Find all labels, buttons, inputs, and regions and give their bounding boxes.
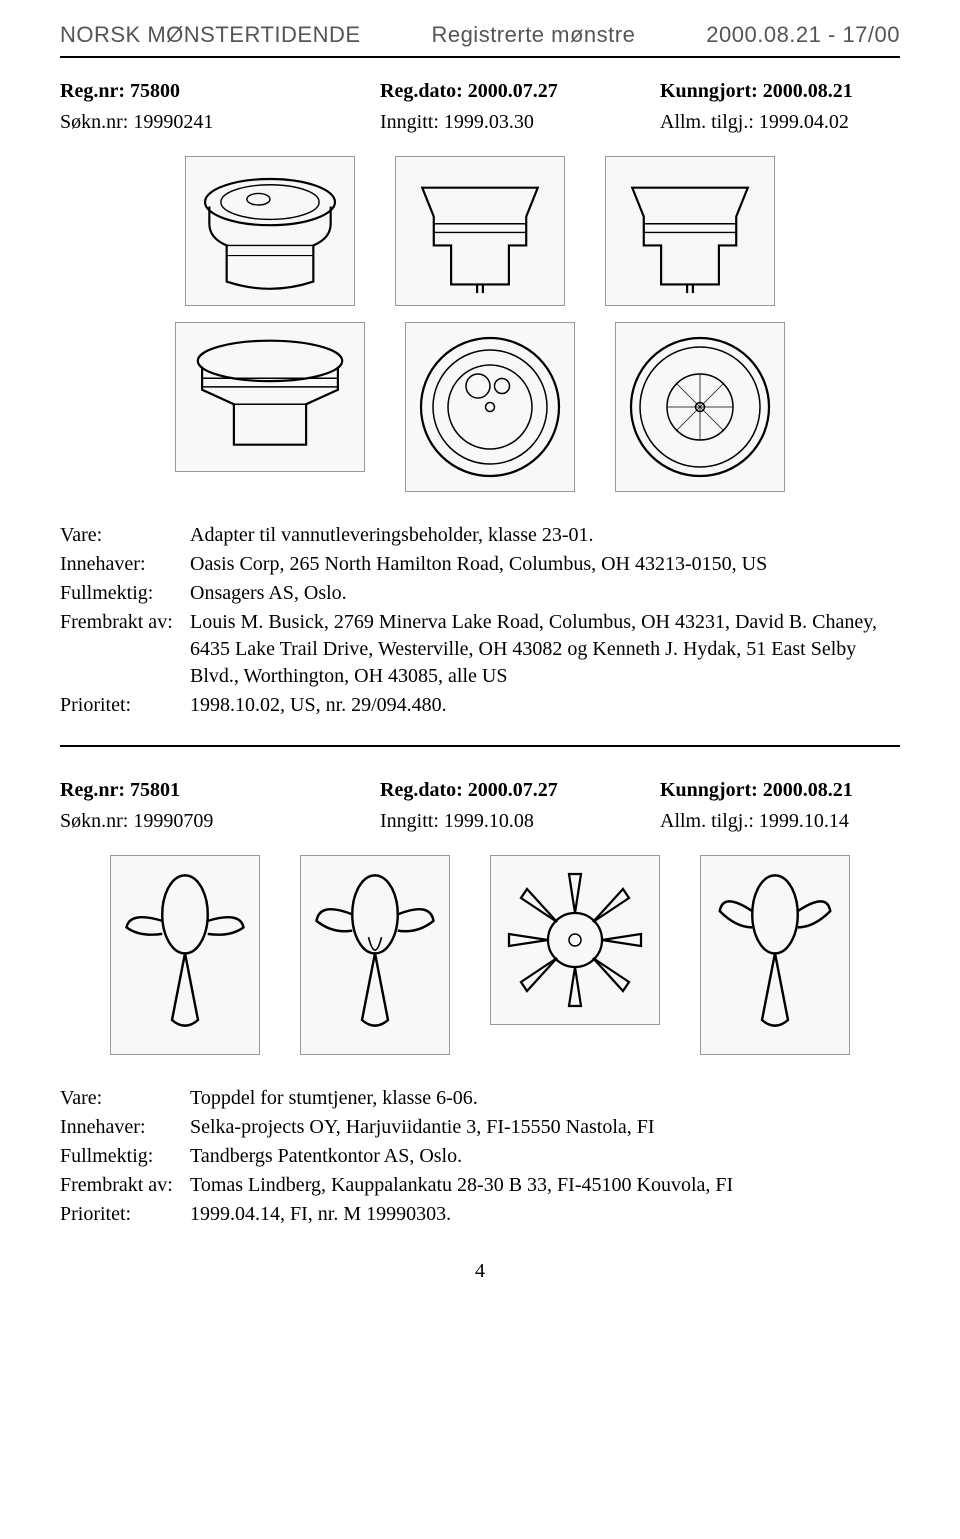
entry-75801: Reg.nr: 75801 Reg.dato: 2000.07.27 Kunng…	[60, 777, 900, 1228]
info-row: Fullmektig: Onsagers AS, Oslo.	[60, 580, 900, 607]
info-label: Fullmektig:	[60, 1143, 190, 1170]
info-row: Frembrakt av: Louis M. Busick, 2769 Mine…	[60, 609, 900, 690]
info-row: Vare: Adapter til vannutleveringsbeholde…	[60, 522, 900, 549]
figure-adapter-perspective	[185, 156, 355, 306]
info-label: Prioritet:	[60, 692, 190, 719]
figure-adapter-perspective-2	[175, 322, 365, 472]
header-center: Registrerte mønstre	[431, 20, 635, 50]
info-row: Innehaver: Oasis Corp, 265 North Hamilto…	[60, 551, 900, 578]
allm: Allm. tilgj.: 1999.10.14	[620, 808, 900, 835]
info-value: Tomas Lindberg, Kauppalankatu 28-30 B 33…	[190, 1172, 900, 1199]
figure-row	[110, 855, 850, 1055]
reg-dato: Reg.dato: 2000.07.27	[340, 777, 620, 804]
figure-topdel-top-view	[490, 855, 660, 1025]
info-label: Prioritet:	[60, 1201, 190, 1228]
info-row: Fullmektig: Tandbergs Patentkontor AS, O…	[60, 1143, 900, 1170]
reg-nr: Reg.nr: 75801	[60, 777, 340, 804]
info-value: Onsagers AS, Oslo.	[190, 580, 900, 607]
figure-adapter-top	[405, 322, 575, 492]
kunngjort: Kunngjort: 2000.08.21	[620, 78, 900, 105]
info-value: Toppdel for stumtjener, klasse 6-06.	[190, 1085, 900, 1112]
info-value: Louis M. Busick, 2769 Minerva Lake Road,…	[190, 609, 900, 690]
info-row: Vare: Toppdel for stumtjener, klasse 6-0…	[60, 1085, 900, 1112]
entry-info-block: Vare: Adapter til vannutleveringsbeholde…	[60, 522, 900, 719]
header-left: NORSK MØNSTERTIDENDE	[60, 20, 361, 50]
entry-top-grid: Reg.nr: 75800 Reg.dato: 2000.07.27 Kunng…	[60, 78, 900, 136]
info-value: Selka-projects OY, Harjuviidantie 3, FI-…	[190, 1114, 900, 1141]
info-label: Vare:	[60, 522, 190, 549]
figure-adapter-bottom	[615, 322, 785, 492]
sokn-nr: Søkn.nr: 19990241	[60, 109, 340, 136]
figure-topdel-2	[300, 855, 450, 1055]
info-label: Fullmektig:	[60, 580, 190, 607]
sokn-nr: Søkn.nr: 19990709	[60, 808, 340, 835]
inngitt: Inngitt: 1999.10.08	[340, 808, 620, 835]
entry-75800: Reg.nr: 75800 Reg.dato: 2000.07.27 Kunng…	[60, 78, 900, 719]
reg-nr: Reg.nr: 75800	[60, 78, 340, 105]
figure-adapter-side	[395, 156, 565, 306]
info-row: Prioritet: 1999.04.14, FI, nr. M 1999030…	[60, 1201, 900, 1228]
info-value: Adapter til vannutleveringsbeholder, kla…	[190, 522, 900, 549]
figure-adapter-side-2	[605, 156, 775, 306]
info-label: Innehaver:	[60, 1114, 190, 1141]
info-value: Oasis Corp, 265 North Hamilton Road, Col…	[190, 551, 900, 578]
info-label: Frembrakt av:	[60, 609, 190, 690]
allm: Allm. tilgj.: 1999.04.02	[620, 109, 900, 136]
info-row: Innehaver: Selka-projects OY, Harjuviida…	[60, 1114, 900, 1141]
info-label: Vare:	[60, 1085, 190, 1112]
info-label: Frembrakt av:	[60, 1172, 190, 1199]
inngitt: Inngitt: 1999.03.30	[340, 109, 620, 136]
figure-row	[175, 322, 785, 492]
figure-group-adapter	[60, 156, 900, 492]
info-row: Prioritet: 1998.10.02, US, nr. 29/094.48…	[60, 692, 900, 719]
page-header: NORSK MØNSTERTIDENDE Registrerte mønstre…	[60, 20, 900, 50]
entry-info-block: Vare: Toppdel for stumtjener, klasse 6-0…	[60, 1085, 900, 1228]
reg-dato: Reg.dato: 2000.07.27	[340, 78, 620, 105]
info-row: Frembrakt av: Tomas Lindberg, Kauppalank…	[60, 1172, 900, 1199]
page-number: 4	[60, 1258, 900, 1285]
info-value: Tandbergs Patentkontor AS, Oslo.	[190, 1143, 900, 1170]
header-rule	[60, 56, 900, 58]
figure-group-topdel	[60, 855, 900, 1055]
figure-topdel-1	[110, 855, 260, 1055]
header-right: 2000.08.21 - 17/00	[706, 20, 900, 50]
entry-top-grid: Reg.nr: 75801 Reg.dato: 2000.07.27 Kunng…	[60, 777, 900, 835]
separator-rule	[60, 745, 900, 747]
figure-row	[185, 156, 775, 306]
info-value: 1999.04.14, FI, nr. M 19990303.	[190, 1201, 900, 1228]
info-label: Innehaver:	[60, 551, 190, 578]
kunngjort: Kunngjort: 2000.08.21	[620, 777, 900, 804]
info-value: 1998.10.02, US, nr. 29/094.480.	[190, 692, 900, 719]
figure-topdel-3	[700, 855, 850, 1055]
